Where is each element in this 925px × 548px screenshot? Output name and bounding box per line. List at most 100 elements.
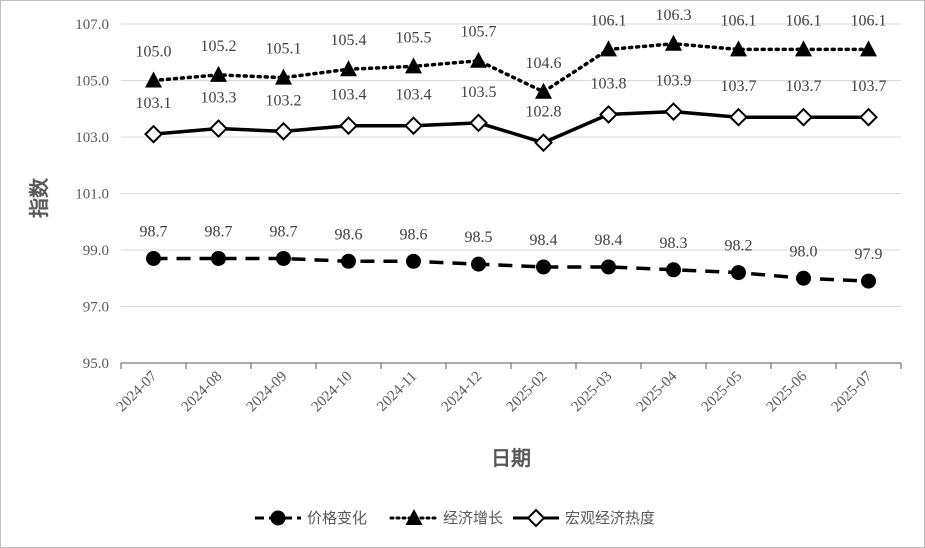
marker-diamond: [469, 113, 488, 133]
x-tick-label: 2024-10: [309, 369, 356, 416]
marker-circle: [796, 270, 811, 286]
data-label: 106.1: [591, 12, 627, 29]
y-axis-title: 指数: [27, 177, 51, 218]
marker-triangle: [470, 51, 487, 68]
marker-triangle: [340, 60, 357, 77]
data-label: 98.0: [790, 243, 818, 260]
marker-diamond: [664, 102, 683, 121]
marker-circle: [406, 253, 421, 269]
marker-circle: [276, 250, 291, 266]
marker-triangle: [730, 40, 747, 57]
data-label: 106.1: [721, 12, 757, 29]
marker-diamond: [274, 121, 293, 141]
data-label: 102.8: [526, 104, 562, 121]
y-tick-label: 99.0: [83, 243, 109, 259]
data-label: 103.7: [851, 78, 887, 95]
data-label: 106.3: [656, 7, 692, 24]
data-label: 103.7: [721, 78, 757, 95]
data-label: 103.8: [591, 75, 627, 92]
data-labels: 98.7 98.7 98.7 98.6 98.6 98.5 98.4 98.4 98.3 98.2…: [136, 7, 887, 263]
data-label: 98.6: [400, 226, 428, 243]
data-label: 103.7: [786, 78, 822, 95]
marker-diamond: [859, 107, 878, 127]
x-tick-label: 2025-06: [764, 368, 811, 415]
marker-diamond: [526, 508, 546, 528]
marker-triangle: [665, 34, 682, 51]
data-label: 98.2: [725, 238, 753, 255]
y-tick-label: 105.0: [75, 74, 109, 90]
marker-triangle: [795, 40, 812, 57]
data-label: 103.9: [656, 73, 692, 90]
data-label: 106.1: [786, 12, 822, 29]
y-tick-label: 101.0: [75, 187, 109, 203]
x-tick-label: 2025-03: [569, 369, 616, 416]
data-label: 103.4: [331, 87, 367, 104]
x-tick-label: 2025-04: [634, 368, 681, 415]
data-label: 97.9: [855, 246, 883, 263]
data-label: 105.7: [461, 24, 497, 41]
marker-triangle: [405, 509, 423, 525]
marker-circle: [270, 510, 286, 526]
marker-diamond: [599, 104, 618, 124]
data-label: 105.2: [201, 38, 237, 55]
data-label: 103.5: [461, 84, 497, 101]
marker-diamond: [794, 107, 813, 127]
x-tick-label: 2024-07: [114, 368, 161, 415]
x-tick-label: 2025-05: [699, 369, 746, 416]
marker-circle: [861, 273, 876, 289]
series-line: [151, 42, 871, 94]
legend-label: 价格变化: [307, 509, 367, 527]
marker-circle: [211, 250, 226, 266]
axes: 95.0 97.0 99.0 101.0 103.0 105.0 107.0 2024-07 2…: [75, 17, 902, 416]
legend: 价格变化 经济增长 宏观经济热度: [255, 508, 655, 528]
series-line: [153, 256, 869, 283]
x-tick-label: 2024-11: [374, 369, 420, 415]
marker-triangle: [275, 68, 292, 85]
data-label: 98.4: [530, 232, 558, 249]
marker-circle: [341, 253, 356, 269]
gridlines: [121, 23, 901, 307]
data-label: 105.5: [396, 29, 432, 46]
data-label: 98.4: [595, 232, 623, 249]
marker-circle: [601, 259, 616, 275]
data-label: 103.2: [266, 92, 302, 109]
y-tick-label: 95.0: [83, 356, 109, 372]
marker-diamond: [144, 124, 163, 144]
data-label: 103.3: [201, 90, 237, 107]
marker-triangle: [405, 57, 422, 74]
data-label: 98.7: [205, 223, 233, 240]
legend-label: 经济增长: [443, 509, 503, 527]
x-tick-label: 2024-12: [439, 369, 486, 416]
marker-circle: [471, 256, 486, 272]
data-label: 105.0: [136, 44, 172, 61]
x-tick-label: 2025-07: [829, 368, 876, 415]
marker-circle: [536, 259, 551, 275]
data-label: 98.6: [335, 226, 363, 243]
x-tick-label: 2024-08: [179, 369, 226, 416]
legend-label: 宏观经济热度: [565, 509, 655, 527]
data-label: 98.7: [140, 223, 168, 240]
y-tick-label: 103.0: [75, 130, 109, 146]
data-label: 98.3: [660, 235, 688, 252]
marker-circle: [731, 265, 746, 281]
marker-triangle: [145, 71, 162, 88]
data-label: 103.1: [136, 95, 172, 112]
marker-triangle: [210, 65, 227, 82]
marker-circle: [666, 262, 681, 278]
marker-diamond: [534, 133, 553, 153]
y-tick-label: 97.0: [83, 300, 109, 316]
x-tick-label: 2025-02: [504, 369, 551, 416]
data-label: 105.4: [331, 32, 367, 49]
x-tick-label: 2024-09: [244, 369, 291, 416]
marker-diamond: [404, 116, 423, 136]
data-label: 98.7: [270, 223, 298, 240]
marker-diamond: [209, 119, 228, 138]
x-axis-title: 日期: [491, 446, 531, 470]
marker-triangle: [600, 40, 617, 57]
data-label: 105.1: [266, 41, 302, 58]
series-line: [153, 109, 869, 145]
data-label: 103.4: [396, 87, 432, 104]
data-label: 98.5: [465, 229, 493, 246]
marker-triangle: [535, 82, 552, 99]
